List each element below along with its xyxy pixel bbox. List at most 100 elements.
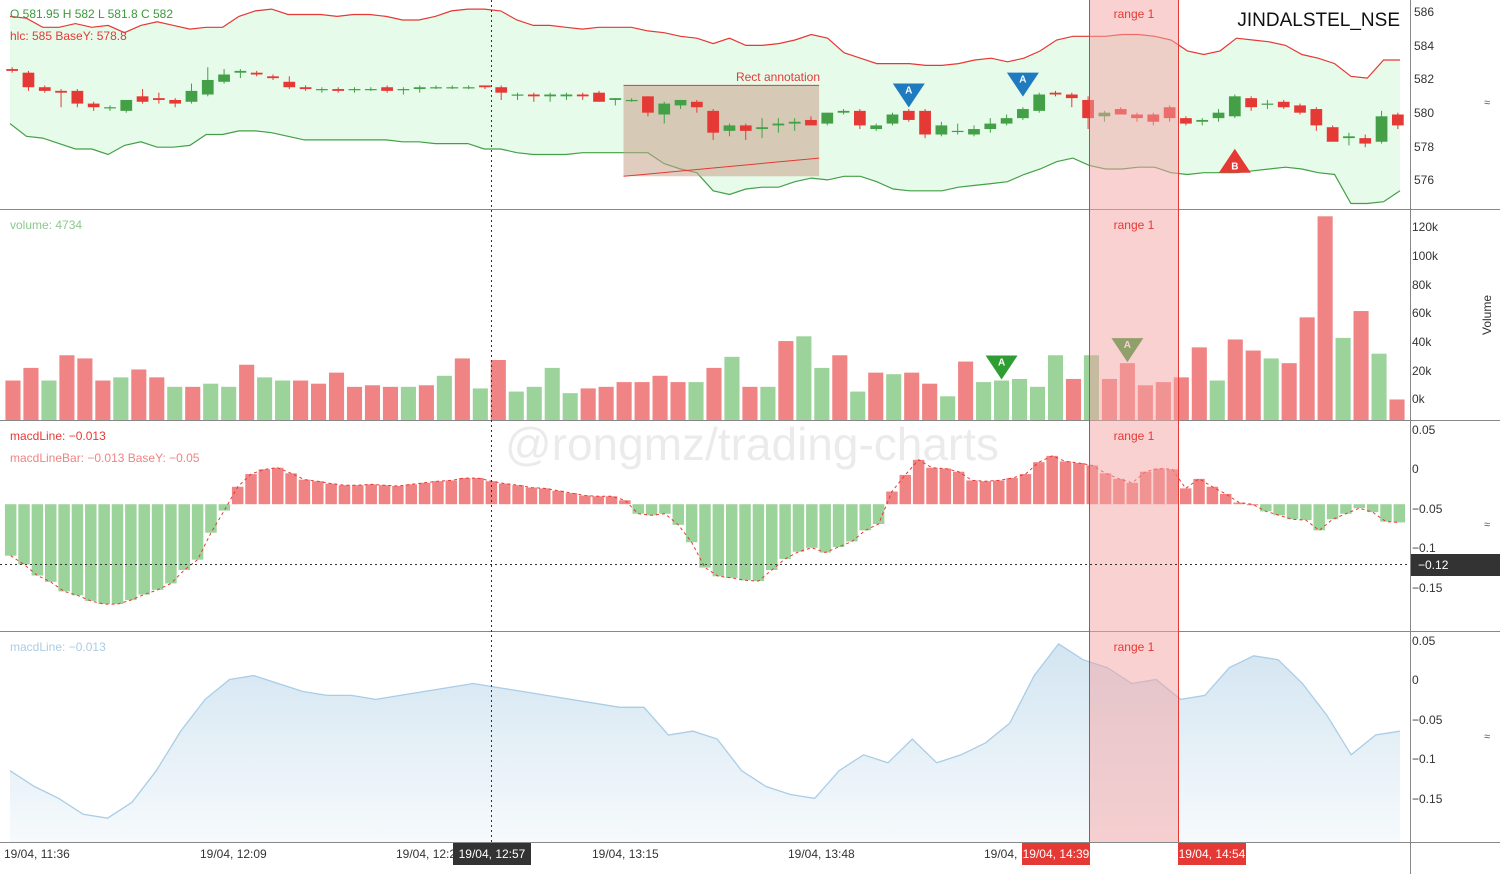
- macd-bar[interactable]: [1033, 462, 1045, 505]
- volume-bar[interactable]: [724, 356, 740, 420]
- candle[interactable]: [299, 85, 312, 91]
- volume-bar[interactable]: [598, 386, 614, 420]
- candle[interactable]: [38, 85, 51, 93]
- macd-bar[interactable]: [18, 504, 30, 565]
- volume-bar[interactable]: [796, 336, 812, 420]
- volume-bar[interactable]: [382, 386, 398, 420]
- volume-bar[interactable]: [1281, 363, 1297, 420]
- candle[interactable]: [1049, 90, 1062, 97]
- candle[interactable]: [576, 92, 589, 100]
- macd-bar[interactable]: [832, 504, 845, 547]
- volume-bar[interactable]: [1371, 353, 1387, 420]
- macd-bar[interactable]: [85, 504, 97, 601]
- volume-bar[interactable]: [328, 372, 345, 420]
- macd-bar[interactable]: [1073, 463, 1085, 505]
- macd-bar[interactable]: [952, 471, 965, 505]
- candle[interactable]: [690, 99, 703, 113]
- macd-bar[interactable]: [1313, 504, 1325, 531]
- volume-bar[interactable]: [742, 386, 758, 420]
- volume-bar[interactable]: [1047, 355, 1064, 420]
- candle[interactable]: [527, 92, 540, 102]
- candle[interactable]: [364, 87, 377, 91]
- candle[interactable]: [902, 109, 915, 122]
- macd-bar[interactable]: [44, 504, 57, 582]
- macd-bar[interactable]: [1059, 461, 1072, 505]
- macd-bar[interactable]: [792, 504, 805, 552]
- macd-bar[interactable]: [205, 504, 217, 533]
- candle[interactable]: [250, 70, 263, 77]
- macd-bar[interactable]: [125, 504, 137, 601]
- macd-bar[interactable]: [1380, 504, 1392, 522]
- candle[interactable]: [1261, 99, 1274, 110]
- macd-bar[interactable]: [98, 504, 110, 605]
- macd-bar[interactable]: [619, 500, 631, 505]
- macd-bar[interactable]: [1340, 504, 1352, 514]
- macd-bar[interactable]: [592, 496, 604, 505]
- macd-bar[interactable]: [1286, 504, 1299, 520]
- candle[interactable]: [495, 85, 508, 100]
- macd-bar[interactable]: [458, 478, 471, 505]
- candle[interactable]: [511, 92, 524, 100]
- candle[interactable]: [674, 99, 687, 110]
- volume-bar[interactable]: [1029, 386, 1046, 420]
- macd-bar[interactable]: [672, 504, 685, 525]
- macd-bar[interactable]: [525, 487, 538, 505]
- macd-bar[interactable]: [859, 504, 871, 531]
- candle[interactable]: [104, 105, 116, 111]
- macd-bar[interactable]: [565, 493, 578, 505]
- volume-bar[interactable]: [670, 382, 686, 420]
- volume-bar[interactable]: [41, 380, 57, 420]
- volume-bar[interactable]: [958, 361, 974, 420]
- candle[interactable]: [1294, 103, 1306, 115]
- macd-bar[interactable]: [338, 485, 351, 505]
- volume-bar[interactable]: [23, 367, 39, 420]
- volume-bar[interactable]: [922, 383, 938, 420]
- candle[interactable]: [332, 87, 345, 93]
- macd-bar[interactable]: [645, 504, 658, 516]
- volume-bar[interactable]: [221, 386, 237, 420]
- macd-bar[interactable]: [993, 480, 1005, 505]
- volume-bar[interactable]: [203, 383, 219, 420]
- candle[interactable]: [919, 109, 931, 139]
- candle[interactable]: [1082, 96, 1094, 130]
- macd-bar-scale-icon[interactable]: ≈: [1484, 519, 1490, 531]
- candle[interactable]: [1326, 125, 1339, 142]
- volume-bar[interactable]: [562, 393, 578, 420]
- macd-bar[interactable]: [712, 504, 725, 577]
- volume-bar[interactable]: [1389, 399, 1405, 420]
- volume-bar[interactable]: [239, 364, 255, 420]
- volume-pane[interactable]: AA: [5, 216, 1405, 420]
- candle[interactable]: [1180, 116, 1192, 126]
- macd-bar[interactable]: [886, 491, 898, 505]
- volume-bar[interactable]: [580, 388, 596, 420]
- signal-marker-a[interactable]: A: [1006, 72, 1039, 97]
- macd-bar[interactable]: [1300, 504, 1312, 521]
- macd-bar[interactable]: [165, 504, 177, 584]
- macd-bar[interactable]: [4, 504, 17, 556]
- macd-bar[interactable]: [1179, 488, 1192, 505]
- macd-bar[interactable]: [58, 504, 70, 592]
- macd-bar[interactable]: [271, 467, 284, 505]
- macd-area-pane[interactable]: [9, 643, 1401, 842]
- candle[interactable]: [71, 89, 84, 108]
- candle[interactable]: [772, 118, 785, 133]
- candle[interactable]: [1196, 118, 1209, 126]
- candle[interactable]: [609, 98, 622, 106]
- volume-bar[interactable]: [706, 367, 722, 420]
- volume-bar[interactable]: [526, 386, 542, 420]
- candle[interactable]: [968, 125, 980, 137]
- candle[interactable]: [462, 85, 475, 90]
- macd-bar[interactable]: [432, 481, 444, 505]
- volume-bar[interactable]: [994, 380, 1010, 420]
- candle[interactable]: [234, 69, 247, 79]
- volume-bar[interactable]: [814, 367, 830, 420]
- candle[interactable]: [1033, 92, 1046, 113]
- volume-bar[interactable]: [508, 391, 524, 420]
- volume-bar[interactable]: [257, 377, 273, 420]
- candle[interactable]: [136, 89, 149, 104]
- volume-bar[interactable]: [1245, 350, 1261, 420]
- volume-bar[interactable]: [472, 388, 488, 420]
- macd-bar[interactable]: [1260, 504, 1272, 512]
- candle[interactable]: [593, 90, 605, 102]
- macd-bar[interactable]: [632, 504, 644, 514]
